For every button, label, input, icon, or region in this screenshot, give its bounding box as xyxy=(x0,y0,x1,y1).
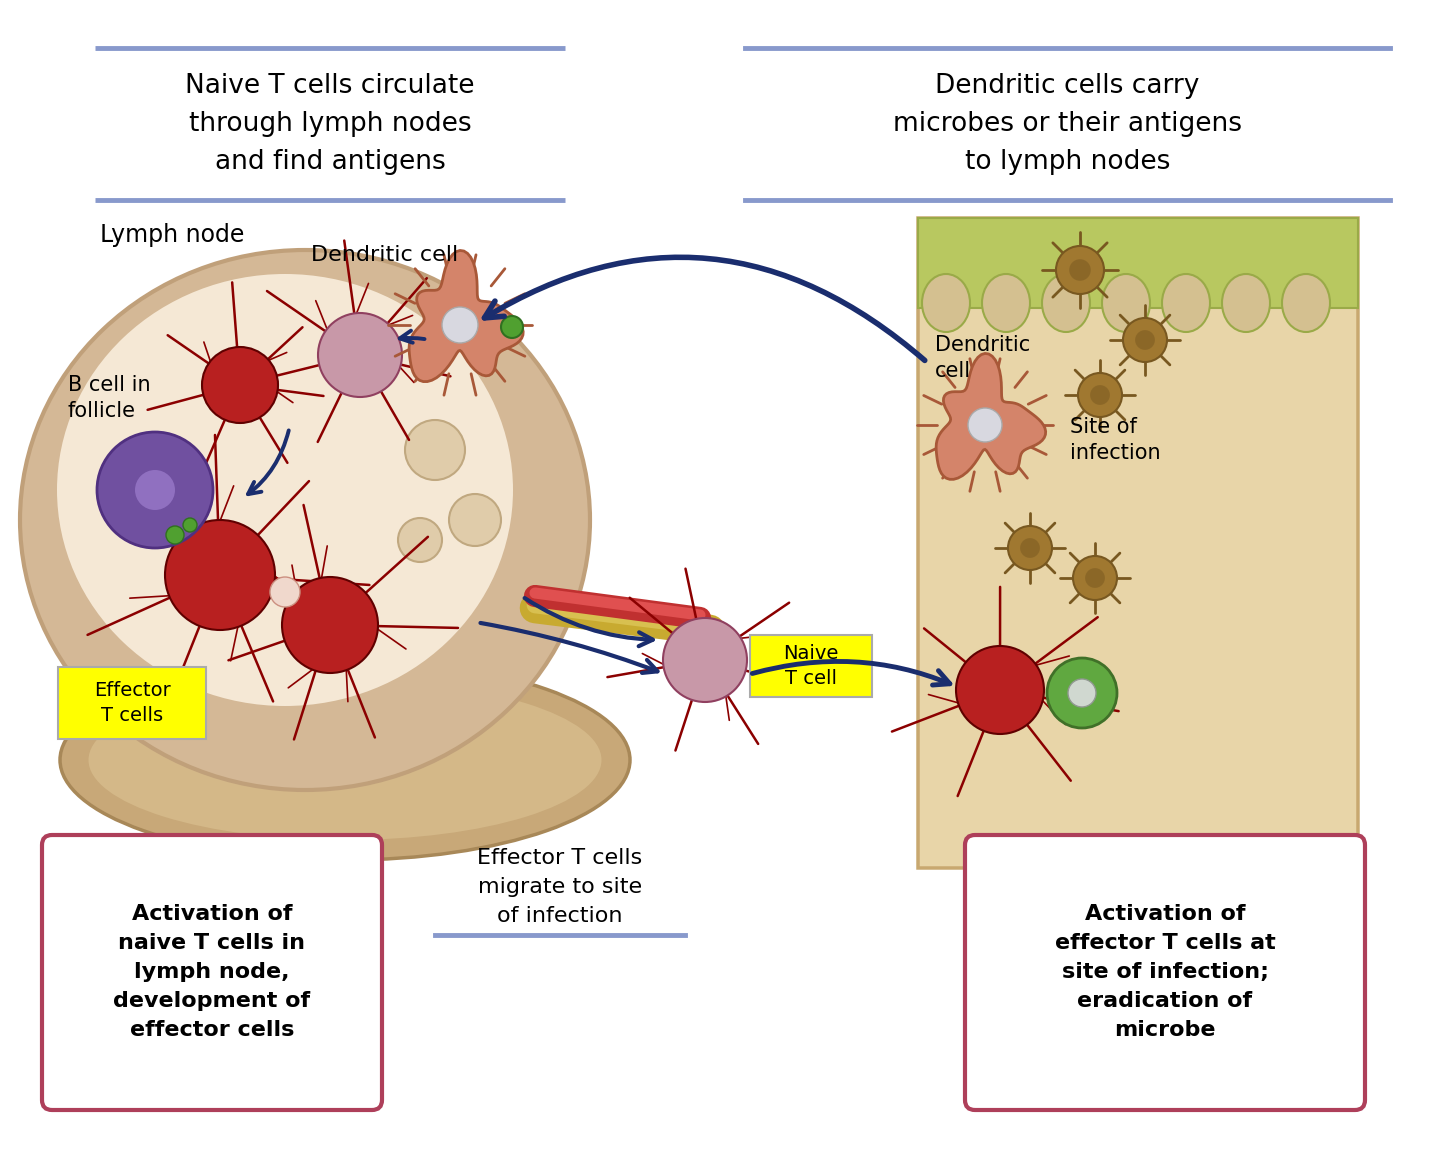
Circle shape xyxy=(1056,246,1104,294)
Circle shape xyxy=(166,526,184,544)
FancyBboxPatch shape xyxy=(965,835,1365,1110)
Circle shape xyxy=(405,420,465,480)
Text: Effector T cells
migrate to site
of infection: Effector T cells migrate to site of infe… xyxy=(478,848,642,926)
Circle shape xyxy=(1073,557,1117,600)
Ellipse shape xyxy=(60,659,631,860)
Ellipse shape xyxy=(20,250,590,790)
Circle shape xyxy=(662,618,747,702)
Text: Dendritic
cell: Dendritic cell xyxy=(935,334,1030,381)
Circle shape xyxy=(271,577,300,607)
Circle shape xyxy=(1068,259,1092,281)
FancyBboxPatch shape xyxy=(919,218,1358,308)
Circle shape xyxy=(1123,318,1166,362)
Ellipse shape xyxy=(1162,274,1210,332)
Circle shape xyxy=(282,577,377,673)
Circle shape xyxy=(442,307,478,342)
Circle shape xyxy=(135,470,176,510)
Circle shape xyxy=(968,408,1002,442)
Circle shape xyxy=(166,519,275,631)
Text: Dendritic cells carry
microbes or their antigens
to lymph nodes: Dendritic cells carry microbes or their … xyxy=(893,73,1241,175)
Text: B cell in
follicle: B cell in follicle xyxy=(68,375,151,421)
Text: Dendritic cell: Dendritic cell xyxy=(311,245,458,265)
Circle shape xyxy=(1079,373,1122,417)
FancyBboxPatch shape xyxy=(750,635,873,697)
Text: Activation of
naive T cells in
lymph node,
development of
effector cells: Activation of naive T cells in lymph nod… xyxy=(114,905,311,1040)
Polygon shape xyxy=(409,250,523,382)
Circle shape xyxy=(96,432,213,548)
Circle shape xyxy=(1090,385,1110,405)
Ellipse shape xyxy=(1282,274,1331,332)
Ellipse shape xyxy=(922,274,971,332)
Circle shape xyxy=(1047,658,1117,728)
Circle shape xyxy=(318,314,402,397)
Ellipse shape xyxy=(1102,274,1151,332)
Ellipse shape xyxy=(88,680,602,840)
Ellipse shape xyxy=(1043,274,1090,332)
Ellipse shape xyxy=(982,274,1030,332)
FancyBboxPatch shape xyxy=(42,835,382,1110)
Circle shape xyxy=(1135,330,1155,349)
Text: Naive T cells circulate
through lymph nodes
and find antigens: Naive T cells circulate through lymph no… xyxy=(186,73,475,175)
Circle shape xyxy=(956,646,1044,734)
Ellipse shape xyxy=(58,274,513,706)
Circle shape xyxy=(501,316,523,338)
Ellipse shape xyxy=(1223,274,1270,332)
Polygon shape xyxy=(936,353,1045,479)
Text: Activation of
effector T cells at
site of infection;
eradication of
microbe: Activation of effector T cells at site o… xyxy=(1054,905,1276,1040)
Text: Effector
T cells: Effector T cells xyxy=(94,681,170,725)
Text: Naive
T cell: Naive T cell xyxy=(783,644,838,688)
Circle shape xyxy=(397,518,442,562)
Circle shape xyxy=(1008,526,1053,570)
Circle shape xyxy=(449,494,501,546)
FancyBboxPatch shape xyxy=(919,218,1358,868)
Text: Site of
infection: Site of infection xyxy=(1070,417,1161,463)
Circle shape xyxy=(202,347,278,423)
Circle shape xyxy=(1086,568,1104,588)
Circle shape xyxy=(1020,538,1040,558)
Circle shape xyxy=(1068,679,1096,707)
Text: Lymph node: Lymph node xyxy=(99,223,245,246)
Circle shape xyxy=(183,518,197,532)
FancyBboxPatch shape xyxy=(58,666,206,739)
